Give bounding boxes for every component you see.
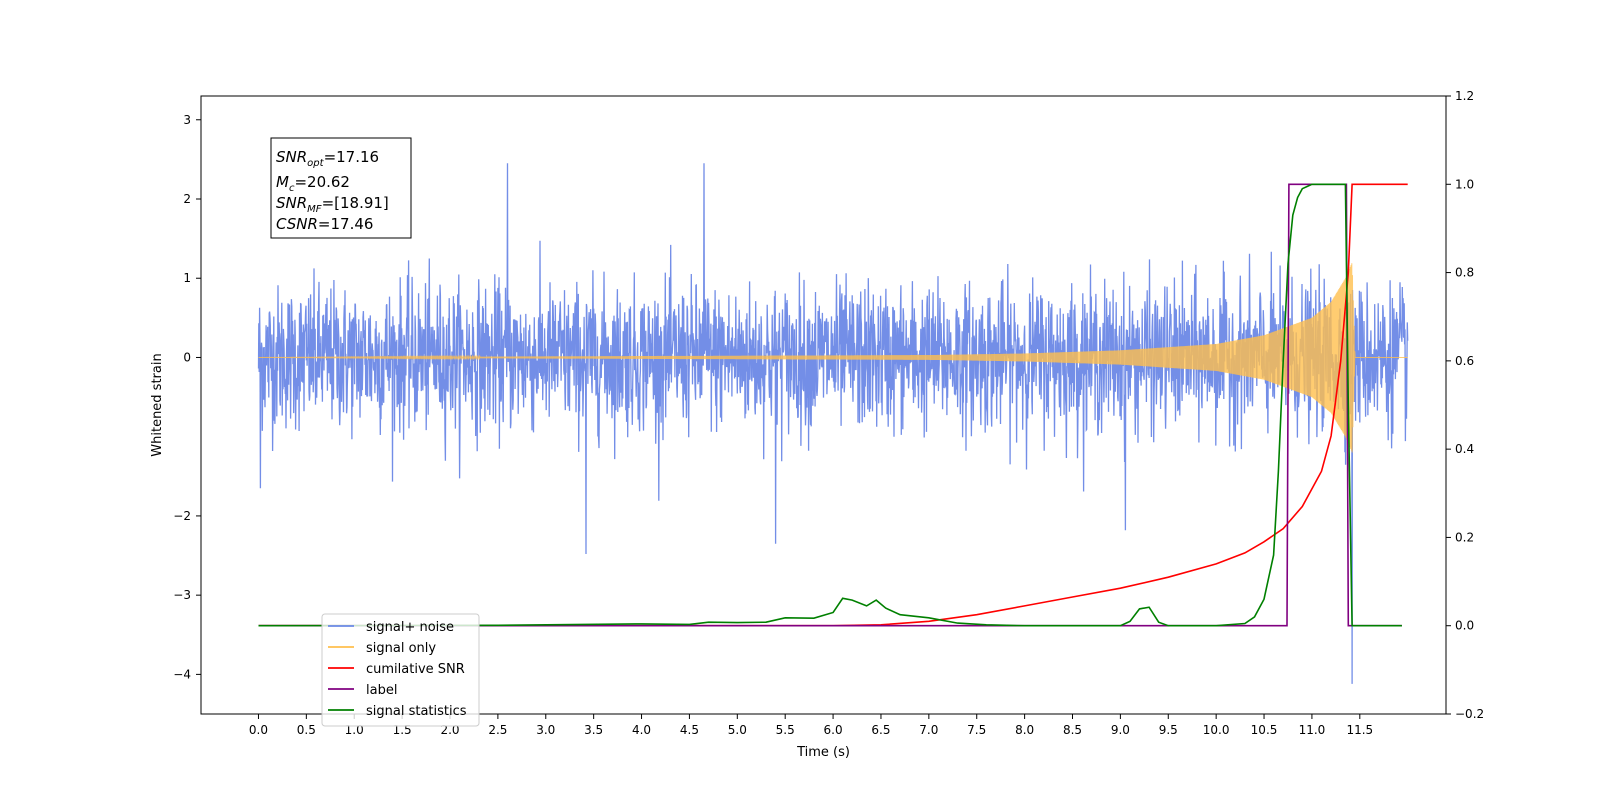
- y-tick-label-left: 2: [183, 192, 191, 206]
- csnr-line: CSNR=17.46: [276, 215, 373, 233]
- y-tick-label-right: 1.0: [1455, 177, 1474, 191]
- signal-noise-series: [257, 163, 1409, 684]
- y-tick-label-right: −0.2: [1455, 707, 1484, 721]
- legend-label: signal+ noise: [366, 620, 454, 635]
- cumulative-snr-line: [258, 183, 1408, 627]
- x-tick-label: 6.0: [824, 723, 843, 737]
- snr-mf-line: SNRMF=[18.91]: [276, 194, 389, 215]
- y-tick-label-right: 0.8: [1455, 266, 1474, 280]
- x-tick-label: 3.5: [584, 723, 603, 737]
- y-tick-label-right: 0.6: [1455, 354, 1474, 368]
- y-tick-label-right: 0.4: [1455, 442, 1474, 456]
- x-tick-label: 9.0: [1111, 723, 1130, 737]
- legend: signal+ noise signal only cumilative SNR la…: [321, 613, 480, 727]
- y-tick-label-right: 0.0: [1455, 619, 1474, 633]
- y-tick-label-right: 1.2: [1455, 89, 1474, 103]
- legend-label: signal statistics: [366, 704, 467, 719]
- x-tick-label: 5.5: [776, 723, 795, 737]
- x-tick-label: 2.5: [488, 723, 507, 737]
- legend-label: signal only: [366, 641, 436, 656]
- x-tick-label: 0.5: [297, 723, 316, 737]
- x-tick-label: 0.0: [249, 723, 268, 737]
- legend-box: [321, 613, 480, 727]
- x-tick-label: 5.0: [728, 723, 747, 737]
- y-tick-label-left: −4: [173, 667, 191, 681]
- signal-only-series: [258, 263, 1408, 453]
- x-tick-label: 10.0: [1203, 723, 1230, 737]
- x-tick-label: 11.5: [1346, 723, 1373, 737]
- x-tick-label: 7.5: [967, 723, 986, 737]
- signal-only-line: [258, 263, 1408, 453]
- y-tick-label-left: 1: [183, 271, 191, 285]
- y-tick-label-left: −2: [173, 509, 191, 523]
- signal-statistics-line: [258, 183, 1402, 627]
- mc-line: Mc=20.62: [276, 173, 350, 194]
- legend-label: label: [366, 683, 397, 698]
- snr-opt-line: SNRopt=17.16: [276, 148, 379, 169]
- y-axis-label-left: Whitened strain: [150, 353, 165, 456]
- line-series-layer: [258, 183, 1408, 627]
- y-tick-label-left: 0: [183, 350, 191, 364]
- x-tick-label: 9.5: [1159, 723, 1178, 737]
- x-tick-label: 8.0: [1015, 723, 1034, 737]
- x-tick-label: 3.0: [536, 723, 555, 737]
- x-tick-label: 11.0: [1299, 723, 1326, 737]
- x-tick-label: 8.5: [1063, 723, 1082, 737]
- metrics-textbox: SNRopt=17.16 Mc=20.62 SNRMF=[18.91] CSNR…: [270, 137, 412, 239]
- y-tick-label-left: −3: [173, 588, 191, 602]
- x-tick-label: 4.0: [632, 723, 651, 737]
- signal-noise-line: [257, 163, 1409, 684]
- plot-frame: [200, 95, 1447, 715]
- x-axis-label: Time (s): [796, 745, 850, 760]
- x-tick-label: 7.0: [919, 723, 938, 737]
- y-tick-label-left: 3: [183, 113, 191, 127]
- y-tick-label-right: 0.2: [1455, 530, 1474, 544]
- x-tick-label: 10.5: [1251, 723, 1278, 737]
- x-tick-label: 4.5: [680, 723, 699, 737]
- x-tick-label: 6.5: [871, 723, 890, 737]
- legend-label: cumilative SNR: [366, 662, 465, 677]
